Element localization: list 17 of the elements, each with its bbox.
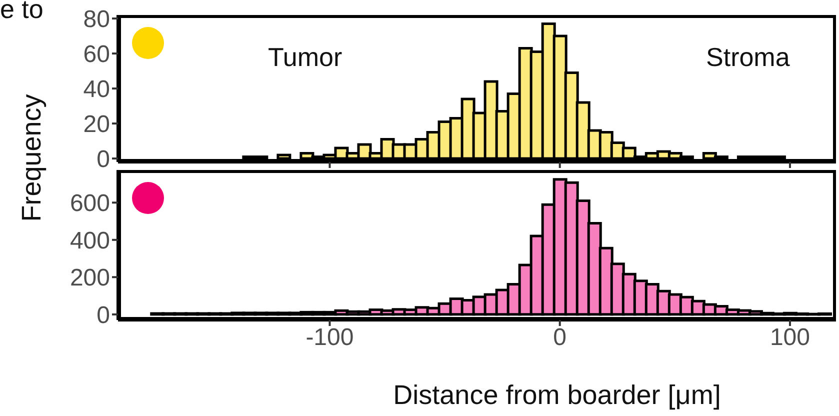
y-tick-label: 0 (96, 302, 110, 329)
y-tick-label: 600 (70, 190, 110, 218)
y-tick-label: 0 (96, 146, 110, 174)
annotation: Stroma (706, 42, 790, 73)
text: e to (0, 0, 44, 25)
x-axis-title: Distance from boarder [μm] (393, 380, 721, 411)
annotation: Tumor (268, 42, 342, 73)
y-axis-title: Frequency (16, 94, 48, 222)
y-tick-label: 40 (83, 76, 110, 104)
y-tick-label: 200 (70, 264, 110, 292)
y-tick-label: 80 (83, 6, 110, 34)
y-tick-label: 60 (83, 41, 110, 68)
x-tick-label: 0 (553, 324, 567, 352)
y-tick-label: 20 (83, 111, 110, 138)
x-tick-label: -100 (306, 324, 354, 352)
y-tick-label: 400 (70, 227, 110, 254)
x-tick-label: 100 (770, 324, 810, 352)
